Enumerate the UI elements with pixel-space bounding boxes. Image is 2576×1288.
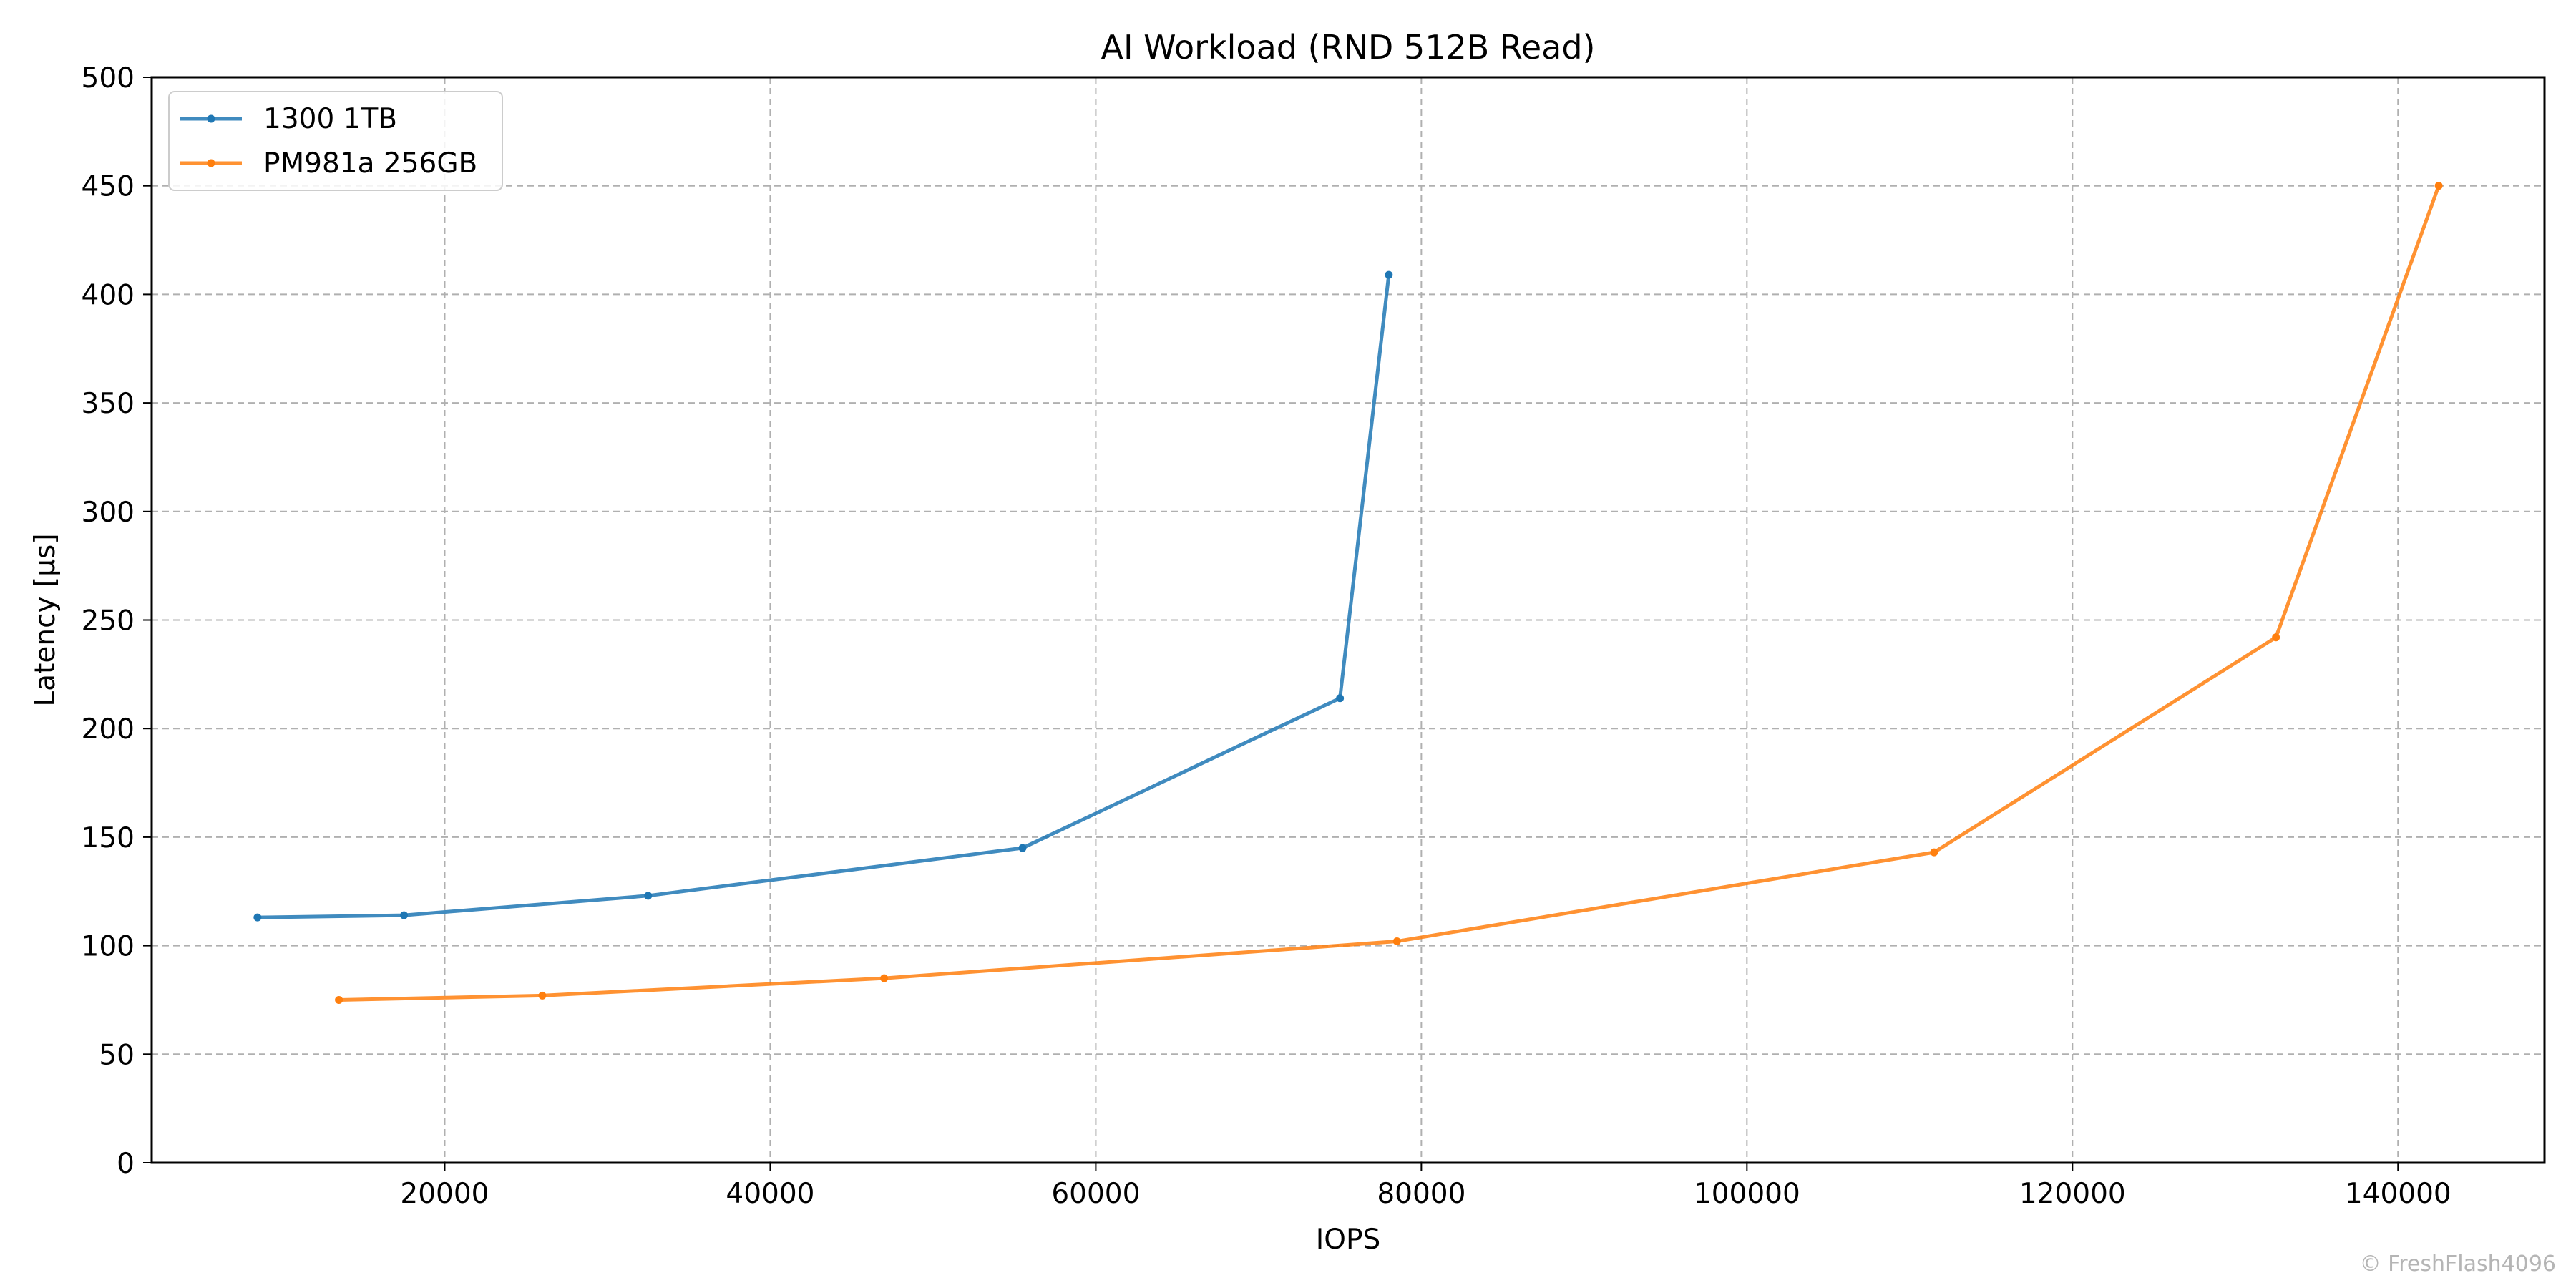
axis-ticks: 20000 40000 60000 80000 100000 120000 140000 0 5… xyxy=(82,62,2451,1210)
y-tick-label: 500 xyxy=(82,62,135,94)
legend-label: PM981a 256GB xyxy=(263,147,477,180)
data-point xyxy=(880,974,889,982)
x-tick-label: 140000 xyxy=(2345,1178,2451,1210)
y-tick-label: 50 xyxy=(99,1039,135,1071)
data-point xyxy=(1392,937,1401,946)
data-point xyxy=(538,991,547,1000)
series-1 xyxy=(335,182,2443,1004)
y-tick-label: 350 xyxy=(82,388,135,420)
x-axis-label: IOPS xyxy=(1316,1224,1380,1256)
y-axis-label: Latency [µs] xyxy=(29,533,62,706)
legend-item-0: 1300 1TB xyxy=(180,103,397,135)
legend-swatch-marker xyxy=(207,159,215,167)
x-tick-label: 60000 xyxy=(1051,1178,1140,1210)
watermark-text: © FreshFlash4096 xyxy=(2360,1252,2556,1277)
legend-item-1: PM981a 256GB xyxy=(180,147,477,180)
series-0 xyxy=(253,270,1393,922)
y-tick-label: 250 xyxy=(82,605,135,638)
y-tick-label: 100 xyxy=(82,931,135,963)
legend-swatch-marker xyxy=(207,114,215,123)
x-tick-label: 100000 xyxy=(1694,1178,1800,1210)
y-tick-label: 200 xyxy=(82,713,135,746)
data-point xyxy=(1336,694,1345,703)
data-point xyxy=(400,911,409,919)
legend-box xyxy=(168,91,503,191)
grid-lines xyxy=(152,77,2545,1163)
data-point xyxy=(1018,844,1027,852)
x-tick-label: 120000 xyxy=(2019,1178,2126,1210)
x-tick-label: 40000 xyxy=(726,1178,814,1210)
chart-title: AI Workload (RND 512B Read) xyxy=(1101,28,1596,67)
data-point xyxy=(644,892,653,900)
data-point xyxy=(1385,270,1393,279)
legend: 1300 1TB PM981a 256GB xyxy=(168,91,503,191)
y-tick-label: 300 xyxy=(82,497,135,529)
data-point xyxy=(1930,848,1938,857)
y-tick-label: 450 xyxy=(82,171,135,203)
data-point xyxy=(253,913,262,922)
data-point xyxy=(2434,182,2443,190)
series-lines xyxy=(253,182,2443,1004)
data-point xyxy=(335,995,343,1004)
series-line xyxy=(257,274,1391,919)
x-tick-label: 80000 xyxy=(1377,1178,1465,1210)
data-point xyxy=(2272,633,2280,642)
x-tick-label: 20000 xyxy=(400,1178,489,1210)
y-tick-label: 150 xyxy=(82,822,135,854)
y-tick-label: 0 xyxy=(117,1148,135,1180)
y-tick-label: 400 xyxy=(82,279,135,311)
legend-label: 1300 1TB xyxy=(263,103,397,135)
